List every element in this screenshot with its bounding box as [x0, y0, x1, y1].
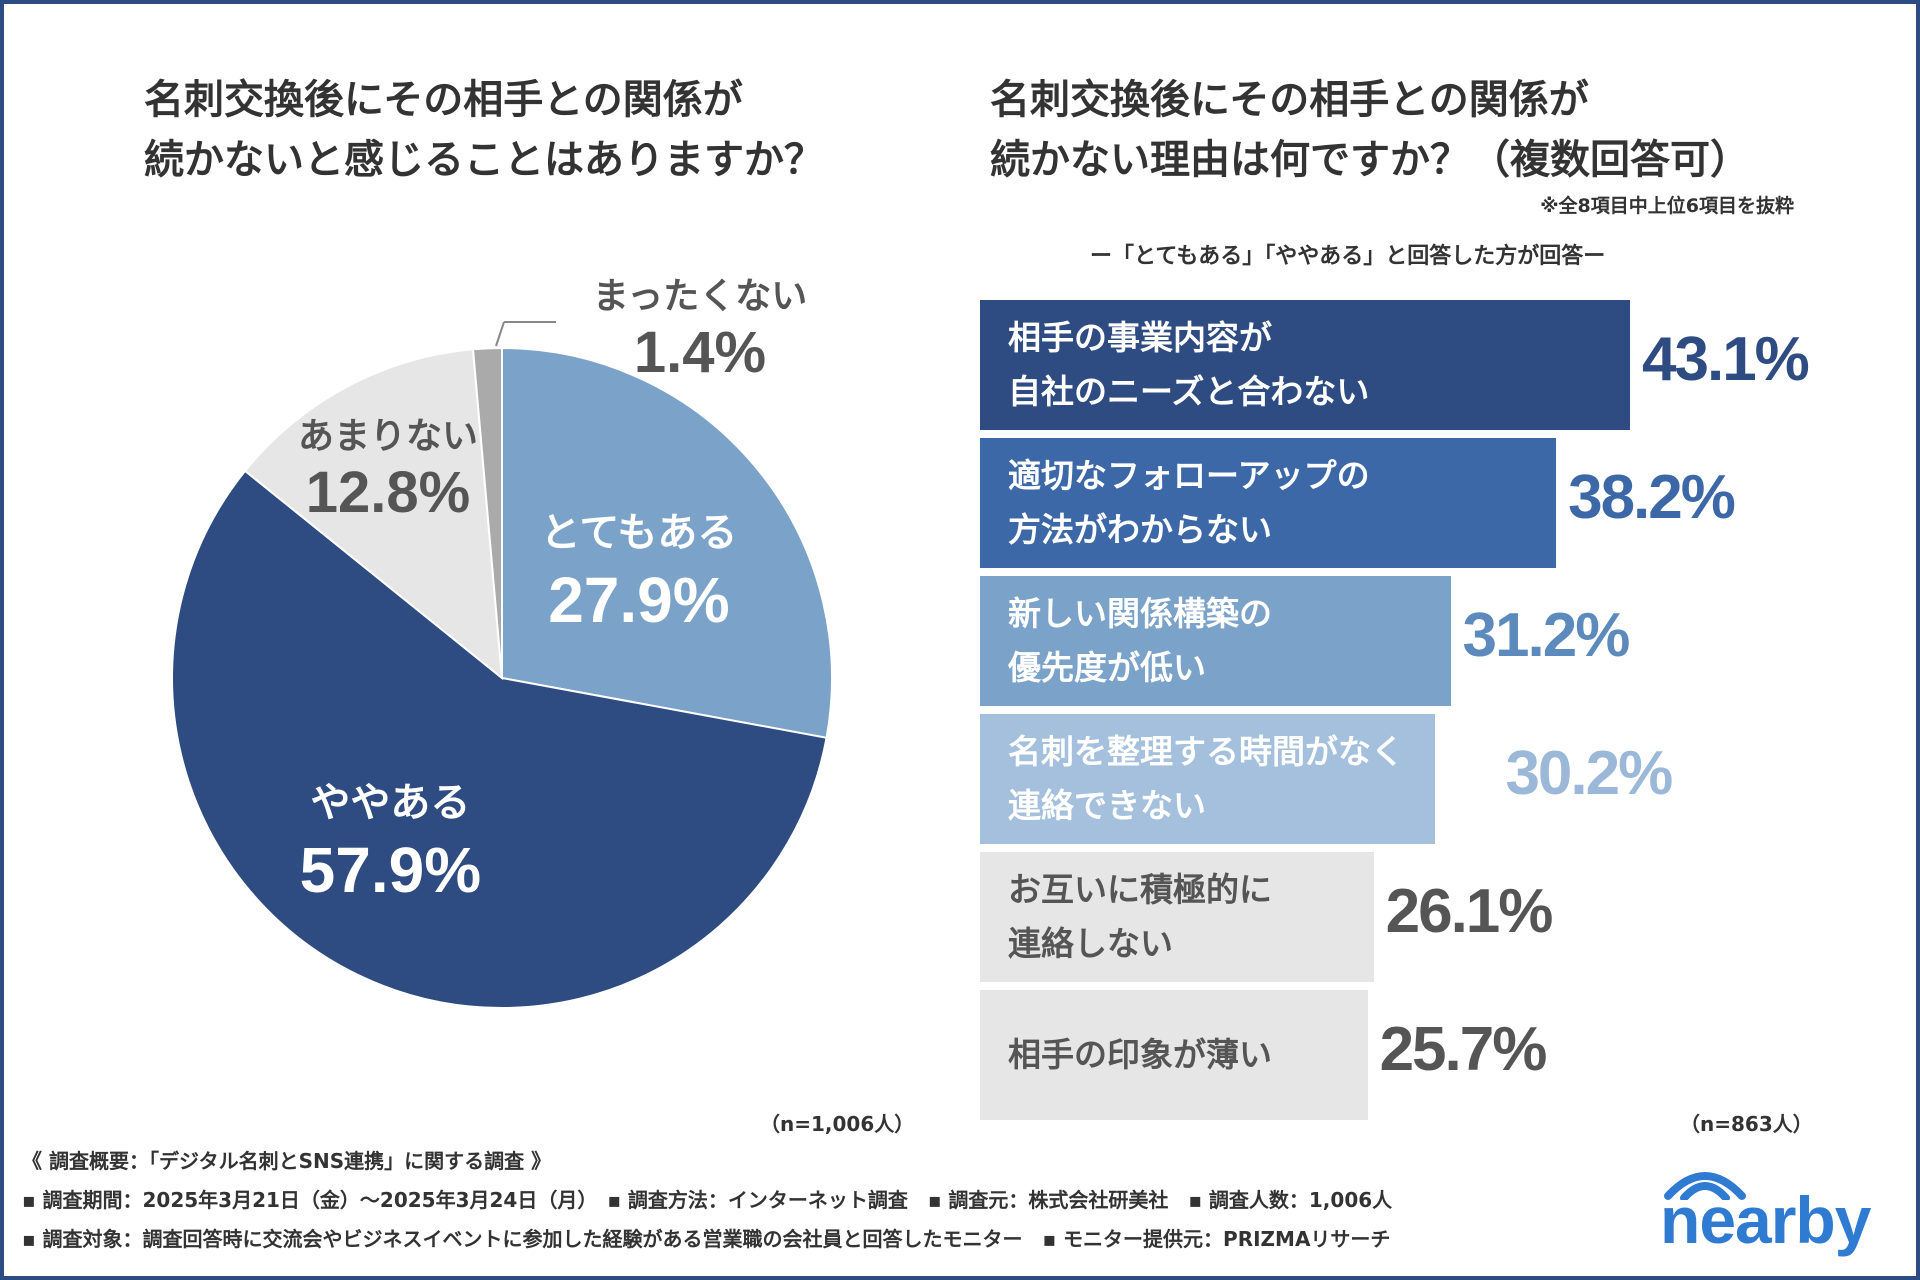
bar-label-line: 方法がわからない — [1008, 510, 1272, 549]
bar-label: 新しい関係構築の 優先度が低い — [1008, 587, 1272, 695]
nearby-logo: nearby — [1660, 1160, 1890, 1270]
bar-label: 相手の印象が薄い — [1008, 1028, 1272, 1082]
bar-value-label: 31.2% — [1462, 601, 1631, 670]
extract-note: ※全8項目中上位6項目を抜粋 — [1540, 195, 1794, 217]
bar-chart-subtitle: ー「とてもある」「ややある」と回答した方が回答ー — [1090, 244, 1606, 269]
bar: 適切なフォローアップの 方法がわからない — [980, 438, 1557, 568]
pie-slice-label: とてもある — [541, 510, 738, 556]
bar-label-line: 優先度が低い — [1008, 648, 1206, 687]
bar-label: 名刺を整理する時間がなく 連絡できない — [1008, 725, 1404, 833]
pie-slice-label: ややある — [310, 780, 470, 826]
pie-slice-label: あまりない — [298, 416, 478, 457]
bar: 新しい関係構築の 優先度が低い — [980, 576, 1451, 706]
bar-label-line: 適切なフォローアップの — [1008, 456, 1370, 495]
bar-value-label: 26.1% — [1385, 877, 1554, 946]
pie-slice-value: 12.8% — [306, 460, 470, 525]
bar-label: 適切なフォローアップの 方法がわからない — [1008, 449, 1370, 557]
leader-line — [495, 321, 505, 347]
bar-label-line: 名刺を整理する時間がなく — [1008, 732, 1404, 771]
pie-slice — [501, 346, 833, 739]
bar-value-label: 43.1% — [1642, 325, 1810, 394]
bar: 相手の印象が薄い — [980, 990, 1368, 1120]
bar: お互いに積極的に 連絡しない — [980, 852, 1374, 982]
survey-details: ▪ 調査期間：2025年3月21日（金）〜2025年3月24日（月） ▪ 調査方… — [22, 1188, 1393, 1212]
bar-title-line-1: 名刺交換後にその相手との関係が — [990, 77, 1589, 123]
pie-title-line-1: 名刺交換後にその相手との関係が — [144, 77, 743, 123]
pie-slice-value: 57.9% — [300, 834, 481, 906]
bar-label-line: 自社のニーズと合わない — [1008, 372, 1370, 411]
signal-icon — [1664, 1172, 1746, 1200]
bar-label-line: 相手の印象が薄い — [1008, 1035, 1272, 1074]
pie-sample-size: （n=1,006人） — [760, 1112, 915, 1136]
bar-label: お互いに積極的に 連絡しない — [1008, 863, 1272, 971]
bar-value-label: 30.2% — [1505, 739, 1673, 808]
bar-label-line: 相手の事業内容が — [1008, 318, 1272, 357]
pie-slice — [243, 348, 504, 681]
pie-chart-title: 名刺交換後にその相手との関係が 続かないと感じることはありますか？ — [144, 70, 824, 190]
bar-label-line: 新しい関係構築の — [1008, 594, 1272, 633]
survey-footer: 《 調査概要：「デジタル名刺とSNS連携」に関する調査 》 ▪ 調査期間：202… — [22, 1142, 1392, 1259]
bar-chart: 相手の事業内容が自社のニーズと合わない 43.1% 適切なフォローアップの 方法がわか… — [980, 300, 1860, 1125]
bar-sample-size: （n=863人） — [1680, 1112, 1813, 1136]
survey-overview: 《 調査概要：「デジタル名刺とSNS連携」に関する調査 》 — [22, 1149, 552, 1173]
bar-value-label: 38.2% — [1568, 463, 1736, 532]
pie-slice — [471, 346, 503, 679]
pie-slice-value: 27.9% — [548, 564, 729, 636]
pie-slice-value: 1.4% — [634, 320, 766, 385]
pie-slice — [171, 469, 828, 1009]
pie-slice-label: まったくない — [593, 276, 808, 317]
pie-title-line-2: 続かないと感じることはありますか？ — [144, 137, 824, 183]
logo-text: nearby — [1660, 1183, 1871, 1257]
bar-value-label: 25.7% — [1379, 1015, 1548, 1084]
bar-label: 相手の事業内容が自社のニーズと合わない — [1008, 311, 1369, 419]
bar-label-line: お互いに積極的に — [1008, 870, 1272, 909]
bar: 名刺を整理する時間がなく 連絡できない — [980, 714, 1436, 844]
survey-target: ▪ 調査対象：調査回答時に交流会やビジネスイベントに参加した経験がある営業職の会… — [22, 1227, 1391, 1251]
bar-label-line: 連絡できない — [1008, 786, 1206, 825]
bar-chart-title: 名刺交換後にその相手との関係が 続かない理由は何ですか？（複数回答可） — [990, 70, 1750, 190]
bar-title-line-2: 続かない理由は何ですか？（複数回答可） — [990, 137, 1750, 183]
pie-slices — [171, 346, 833, 1009]
bar: 相手の事業内容が自社のニーズと合わない — [980, 300, 1630, 430]
bar-label-line: 連絡しない — [1008, 924, 1173, 963]
